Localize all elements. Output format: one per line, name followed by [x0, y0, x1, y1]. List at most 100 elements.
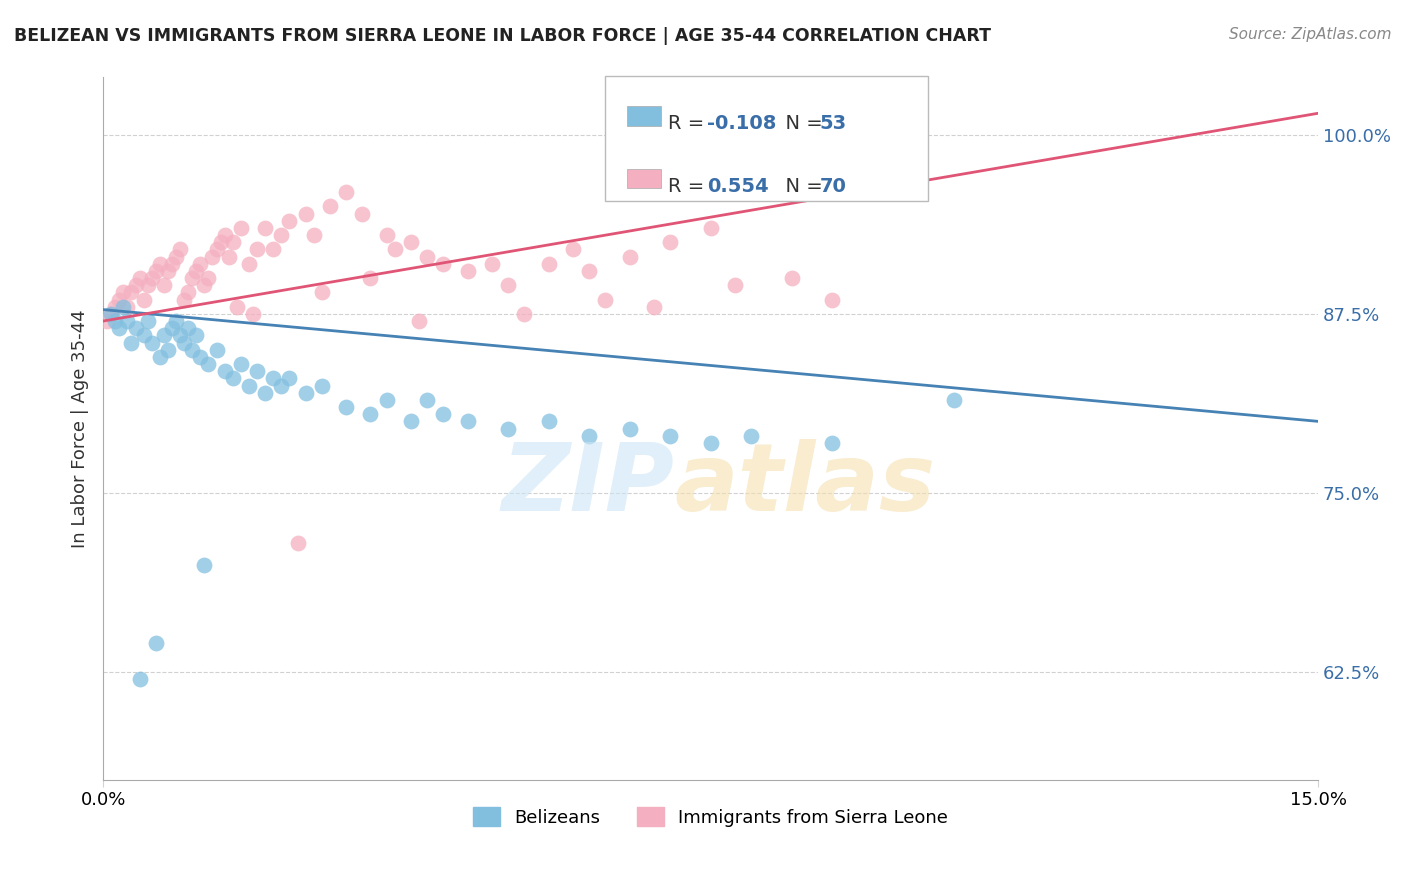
Point [481, 257, 503, 271]
Point [181, 343, 204, 357]
Point [153, 328, 176, 343]
Point [496, 421, 519, 435]
Point [319, 199, 342, 213]
Point [229, 220, 252, 235]
Point [561, 243, 583, 257]
Point [302, 228, 325, 243]
Point [188, 257, 211, 271]
Text: -0.108: -0.108 [707, 114, 776, 133]
Point [496, 278, 519, 293]
Point [287, 536, 309, 550]
Text: 53: 53 [820, 114, 846, 133]
Point [229, 357, 252, 371]
Point [141, 271, 163, 285]
Point [117, 300, 139, 314]
Point [186, 264, 208, 278]
Point [311, 378, 333, 392]
Y-axis label: In Labor Force | Age 35-44: In Labor Force | Age 35-44 [72, 310, 89, 548]
Point [104, 314, 127, 328]
Point [408, 314, 430, 328]
Point [121, 285, 143, 300]
Point [262, 243, 284, 257]
Point [145, 264, 167, 278]
Point [214, 364, 236, 378]
Point [141, 335, 163, 350]
Point [270, 378, 292, 392]
Point [132, 293, 155, 307]
Point [193, 278, 215, 293]
Point [578, 264, 600, 278]
Point [416, 250, 439, 264]
Point [359, 407, 381, 421]
Point [177, 285, 200, 300]
Point [821, 293, 844, 307]
Point [619, 421, 641, 435]
Point [659, 428, 682, 442]
Point [335, 185, 357, 199]
Text: atlas: atlas [675, 439, 935, 531]
Point [278, 213, 301, 227]
Point [578, 428, 600, 442]
Point [121, 335, 143, 350]
Text: BELIZEAN VS IMMIGRANTS FROM SIERRA LEONE IN LABOR FORCE | AGE 35-44 CORRELATION : BELIZEAN VS IMMIGRANTS FROM SIERRA LEONE… [14, 27, 991, 45]
Point [335, 400, 357, 414]
Point [457, 264, 479, 278]
Point [399, 414, 422, 428]
Point [537, 257, 560, 271]
Point [246, 243, 269, 257]
Point [108, 321, 131, 335]
Point [124, 278, 146, 293]
Point [145, 636, 167, 650]
Legend: Belizeans, Immigrants from Sierra Leone: Belizeans, Immigrants from Sierra Leone [465, 800, 955, 834]
Point [132, 328, 155, 343]
Point [149, 350, 172, 364]
Point [169, 328, 191, 343]
Point [246, 364, 269, 378]
Point [205, 343, 228, 357]
Point [96, 314, 118, 328]
Point [375, 392, 398, 407]
Text: 70: 70 [820, 177, 846, 195]
Point [160, 257, 183, 271]
Point [238, 257, 260, 271]
Point [222, 371, 245, 385]
Point [416, 392, 439, 407]
Point [214, 228, 236, 243]
Point [270, 228, 292, 243]
Point [124, 321, 146, 335]
Point [209, 235, 232, 250]
Point [699, 220, 721, 235]
Point [699, 435, 721, 450]
Point [242, 307, 264, 321]
Text: N =: N = [773, 177, 830, 195]
Point [399, 235, 422, 250]
Point [156, 264, 179, 278]
Text: R =: R = [668, 114, 710, 133]
Text: 0.554: 0.554 [707, 177, 769, 195]
Point [384, 243, 406, 257]
Point [254, 220, 277, 235]
Point [112, 285, 135, 300]
Point [181, 271, 204, 285]
Point [112, 300, 135, 314]
Point [278, 371, 301, 385]
Point [254, 385, 277, 400]
Point [595, 293, 617, 307]
Text: N =: N = [773, 114, 830, 133]
Point [205, 243, 228, 257]
Point [188, 350, 211, 364]
Point [177, 321, 200, 335]
Point [262, 371, 284, 385]
Point [165, 314, 187, 328]
Point [352, 206, 374, 220]
Point [128, 673, 150, 687]
Point [513, 307, 536, 321]
Point [197, 271, 219, 285]
Point [432, 257, 454, 271]
Point [375, 228, 398, 243]
Point [359, 271, 381, 285]
Point [156, 343, 179, 357]
Point [100, 307, 122, 321]
Point [169, 243, 191, 257]
Point [294, 385, 316, 400]
